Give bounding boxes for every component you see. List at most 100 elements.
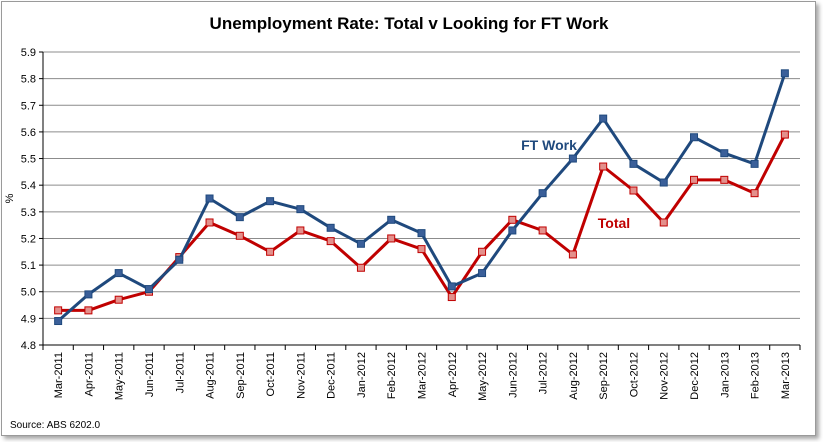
x-tick-label: Oct-2011: [265, 352, 277, 396]
data-point: [417, 245, 426, 254]
data-point: [417, 229, 426, 238]
data-point: [387, 234, 396, 243]
y-tick-label: 5.2: [21, 233, 36, 245]
data-point: [114, 295, 123, 304]
data-point: [599, 114, 608, 123]
x-tick-label: Mar-2013: [780, 352, 792, 399]
x-tick-label: Sep-2011: [235, 352, 247, 399]
data-point: [447, 293, 456, 302]
data-point: [750, 189, 759, 198]
data-point: [478, 247, 487, 256]
x-tick-label: Feb-2013: [750, 352, 762, 399]
x-tick-label: Apr-2011: [83, 352, 95, 396]
y-tick-label: 5.8: [21, 74, 36, 86]
data-point: [54, 317, 63, 326]
x-tick-label: Nov-2011: [295, 352, 307, 399]
data-point: [538, 226, 547, 235]
x-tick-label: Aug-2011: [205, 352, 217, 399]
data-point: [508, 226, 517, 235]
y-axis-ticks: 4.8 4.9 5.0 5.1 5.2 5.3 5.4 5.5 5.6 5.7 5.8 5.9: [21, 47, 43, 352]
x-tick-label: Dec-2011: [326, 352, 338, 399]
y-axis-label: %: [4, 193, 16, 203]
gridlines: [43, 51, 800, 346]
data-point: [266, 197, 275, 206]
x-tick-label: Jun-2011: [144, 352, 156, 397]
data-point: [235, 213, 244, 222]
x-tick-label: Jul-2012: [538, 352, 550, 394]
data-point: [296, 226, 305, 235]
data-point: [296, 205, 305, 214]
y-tick-label: 5.9: [21, 47, 36, 59]
data-point: [114, 269, 123, 278]
data-point: [720, 149, 729, 158]
data-point: [568, 154, 577, 163]
data-point: [447, 282, 456, 291]
x-tick-label: Sep-2012: [598, 352, 610, 400]
x-axis-ticks: Mar-2011 Apr-2011 May-2011 Jun-2011 Jul-2011…: [42, 345, 801, 401]
y-tick-label: 5.7: [21, 100, 36, 112]
data-point: [326, 237, 335, 246]
x-tick-label: Jan-2012: [356, 352, 368, 398]
data-point: [659, 218, 668, 227]
data-point: [84, 306, 93, 315]
x-tick-label: Aug-2012: [568, 352, 580, 400]
data-point: [235, 231, 244, 240]
data-point: [508, 215, 517, 224]
data-point: [568, 250, 577, 259]
data-point: [478, 269, 487, 278]
data-point: [599, 162, 608, 171]
data-point: [690, 175, 699, 184]
data-point: [629, 159, 638, 168]
data-point: [629, 186, 638, 195]
y-tick-label: 5.5: [21, 154, 36, 166]
y-tick-label: 5.6: [21, 127, 36, 139]
x-tick-label: Jun-2012: [507, 352, 519, 398]
data-point: [175, 255, 184, 264]
series-label: FT Work: [521, 137, 577, 153]
x-tick-label: Oct-2012: [628, 352, 640, 397]
data-point: [84, 290, 93, 299]
data-point: [780, 69, 789, 78]
y-tick-label: 5.1: [21, 260, 36, 272]
series-line: [58, 133, 787, 312]
x-tick-label: Mar-2011: [53, 352, 65, 398]
data-point: [538, 189, 547, 198]
data-point: [326, 223, 335, 232]
x-tick-label: Mar-2012: [417, 352, 429, 399]
chart-frame: [1, 1, 816, 436]
series-line: [57, 72, 787, 323]
x-tick-label: Apr-2012: [447, 352, 459, 397]
x-tick-label: Nov-2012: [659, 352, 671, 400]
series-ft-work: [54, 69, 789, 326]
data-point: [54, 306, 63, 315]
series-layer: [54, 69, 789, 326]
chart-title: Unemployment Rate: Total v Looking for F…: [210, 14, 609, 33]
data-point: [720, 175, 729, 184]
y-tick-label: 5.4: [21, 180, 36, 192]
data-point: [659, 178, 668, 187]
data-point: [205, 194, 214, 203]
data-point: [356, 239, 365, 248]
data-point: [750, 159, 759, 168]
data-point: [387, 215, 396, 224]
x-tick-label: May-2012: [477, 352, 489, 401]
x-tick-label: May-2011: [114, 352, 126, 400]
x-tick-label: Jan-2013: [719, 352, 731, 398]
source-note: Source: ABS 6202.0: [10, 420, 101, 431]
data-point: [356, 263, 365, 272]
y-tick-label: 5.3: [21, 207, 36, 219]
data-point: [144, 285, 153, 294]
data-point: [780, 130, 789, 139]
axes: [42, 52, 800, 346]
y-tick-label: 5.0: [21, 287, 36, 299]
y-tick-label: 4.9: [21, 313, 36, 325]
series-labels: FT Work Total: [521, 137, 630, 231]
x-tick-label: Dec-2012: [689, 352, 701, 400]
data-point: [205, 218, 214, 227]
x-tick-label: Jul-2011: [174, 352, 186, 393]
x-tick-label: Feb-2012: [386, 352, 398, 399]
data-point: [690, 133, 699, 142]
data-point: [266, 247, 275, 256]
y-tick-label: 4.8: [21, 340, 36, 352]
